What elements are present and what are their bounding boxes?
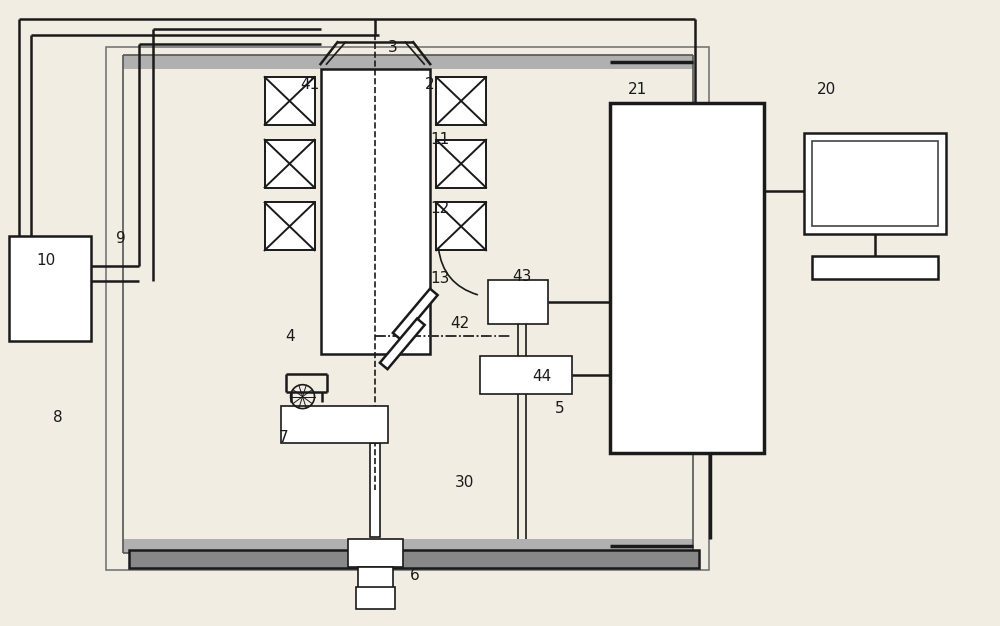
Bar	[812, 141, 938, 227]
Bar	[436, 140, 486, 188]
Bar	[9, 237, 91, 341]
Text: 6: 6	[410, 568, 420, 583]
Bar	[129, 550, 699, 568]
Text: 12: 12	[430, 202, 449, 217]
Polygon shape	[380, 319, 425, 369]
Bar	[812, 256, 938, 279]
Bar	[480, 356, 572, 394]
Bar	[123, 539, 693, 553]
Text: 13: 13	[430, 271, 450, 286]
Text: 21: 21	[628, 82, 647, 97]
Bar	[265, 140, 315, 188]
Bar	[370, 443, 380, 537]
Bar	[356, 587, 395, 608]
Text: 43: 43	[512, 269, 531, 284]
Bar	[488, 280, 548, 324]
Bar	[123, 55, 693, 69]
Text: 41: 41	[301, 77, 320, 92]
Text: 30: 30	[455, 475, 475, 490]
Text: 4: 4	[286, 329, 295, 344]
Bar	[348, 539, 403, 567]
Text: 5: 5	[555, 401, 564, 416]
Text: 9: 9	[116, 231, 126, 246]
Bar	[106, 47, 709, 570]
Text: 3: 3	[388, 40, 398, 55]
Text: 44: 44	[532, 369, 551, 384]
Text: 11: 11	[430, 131, 449, 146]
Text: 2: 2	[425, 77, 435, 92]
Bar	[610, 103, 764, 453]
Bar	[265, 77, 315, 125]
Polygon shape	[393, 289, 438, 339]
Text: 10: 10	[36, 253, 56, 268]
Bar	[321, 69, 430, 354]
Bar	[804, 133, 946, 234]
Bar	[436, 77, 486, 125]
Text: 7: 7	[279, 431, 288, 446]
Text: 20: 20	[817, 82, 836, 97]
Bar	[436, 202, 486, 250]
Bar	[265, 202, 315, 250]
Bar	[358, 567, 393, 589]
Bar	[281, 406, 388, 443]
Text: 8: 8	[53, 411, 63, 426]
Text: 42: 42	[450, 316, 469, 331]
